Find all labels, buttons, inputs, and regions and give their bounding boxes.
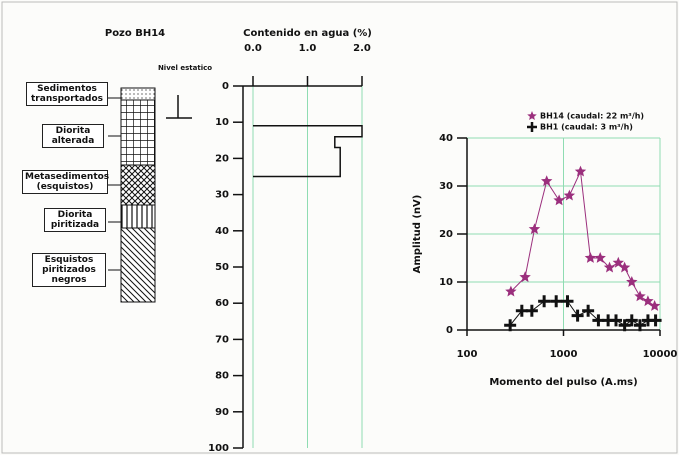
lithology-column <box>108 88 155 302</box>
x-tick-label: 100 <box>457 349 478 360</box>
static-level-label: Nivel estatico <box>158 64 212 72</box>
legend-marker <box>527 111 537 120</box>
y-tick-label: 20 <box>215 153 229 164</box>
chart-title: Contenido en agua (%) <box>243 28 372 39</box>
x-tick-label: 2.0 <box>353 43 371 54</box>
point <box>564 190 575 201</box>
point <box>519 271 530 282</box>
y-axis-title: Amplitud (nV) <box>412 195 423 274</box>
y-tick-label: 70 <box>215 334 229 345</box>
y-tick-label: 50 <box>215 262 229 273</box>
x-tick-label: 1.0 <box>299 43 317 54</box>
y-tick-label: 0 <box>446 325 453 336</box>
legend-label: BH1 (caudal: 3 m³/h) <box>540 123 633 132</box>
y-tick-label: 20 <box>439 229 453 240</box>
borehole-title: Pozo BH14 <box>105 28 165 39</box>
y-tick-label: 30 <box>439 181 453 192</box>
figure: Pozo BH14 Nivel estatico 0.0 1.0 2.0 0 10 20 3… <box>0 0 679 455</box>
point <box>541 175 552 186</box>
point <box>529 223 541 234</box>
y-tick-label: 0 <box>222 81 229 92</box>
static-level-symbol <box>166 95 192 118</box>
layer-label: Diorita piritizada <box>44 208 106 232</box>
layer-label: Diorita alterada <box>42 124 104 148</box>
layer-label: Sedimentos transportados <box>26 82 108 106</box>
x-tick-label: 0.0 <box>244 43 262 54</box>
point <box>626 276 637 287</box>
y-tick-label: 40 <box>439 133 453 144</box>
y-tick-label: 60 <box>215 298 229 309</box>
layer-label: Metasedimentos (esquistos) <box>22 170 108 194</box>
legend-label: BH14 (caudal: 22 m³/h) <box>540 112 644 121</box>
point <box>572 310 584 322</box>
y-tick-label: 40 <box>215 226 229 237</box>
y-tick-label: 30 <box>215 190 229 201</box>
y-tick-label: 90 <box>215 407 229 418</box>
point <box>538 295 550 307</box>
point <box>585 252 596 263</box>
point <box>595 252 606 263</box>
point <box>526 305 538 317</box>
y-tick-label: 10 <box>215 117 229 128</box>
y-tick-label: 100 <box>208 443 229 454</box>
y-tick-label: 80 <box>215 371 229 382</box>
legend-marker <box>527 122 537 132</box>
x-tick-label: 10000 <box>643 349 678 360</box>
x-tick-label: 1000 <box>550 349 578 360</box>
x-axis-title: Momento del pulso (A.ms) <box>489 377 637 388</box>
layer-label: Esquistos piritizados negros <box>32 253 106 287</box>
series-line <box>511 172 655 306</box>
point <box>550 295 562 307</box>
y-tick-label: 10 <box>439 277 453 288</box>
